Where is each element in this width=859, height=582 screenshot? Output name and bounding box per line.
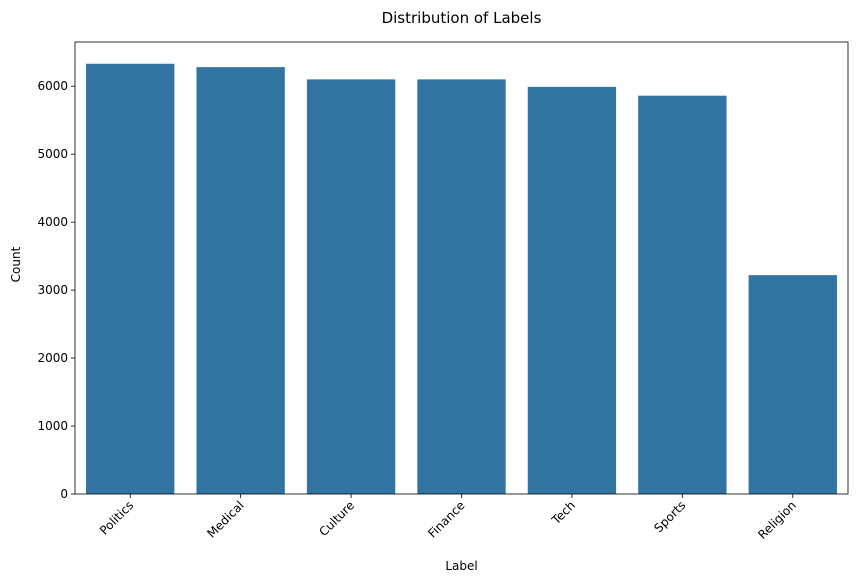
x-tick-label-religion: Religion <box>755 498 799 542</box>
y-tick-label: 0 <box>60 487 68 501</box>
bar-tech <box>527 86 617 494</box>
x-tick-label-sports: Sports <box>651 498 688 535</box>
y-tick-label: 5000 <box>37 147 68 161</box>
x-tick-label-culture: Culture <box>316 498 357 539</box>
y-tick-label: 3000 <box>37 283 68 297</box>
bar-finance <box>417 79 506 495</box>
x-tick-label-finance: Finance <box>425 498 467 540</box>
chart-title: Distribution of Labels <box>382 9 542 27</box>
bar-sports <box>638 95 727 495</box>
plot-area: 0 1000 2000 3000 4000 5000 6000 Politics Medical… <box>37 41 849 542</box>
y-tick-label: 4000 <box>37 215 68 229</box>
y-tick-label: 2000 <box>37 351 68 365</box>
x-tick-label-medical: Medical <box>204 498 246 540</box>
bar-medical <box>196 67 285 495</box>
x-tick-label-politics: Politics <box>97 498 136 537</box>
y-tick-label: 1000 <box>37 419 68 433</box>
bar-culture <box>306 79 396 495</box>
x-tick-label-tech: Tech <box>548 498 578 528</box>
y-tick-label: 6000 <box>37 79 68 93</box>
bar-politics <box>86 63 175 495</box>
x-axis-label: Label <box>445 559 477 573</box>
bar-religion <box>748 275 837 494</box>
y-axis-label: Count <box>9 246 23 282</box>
